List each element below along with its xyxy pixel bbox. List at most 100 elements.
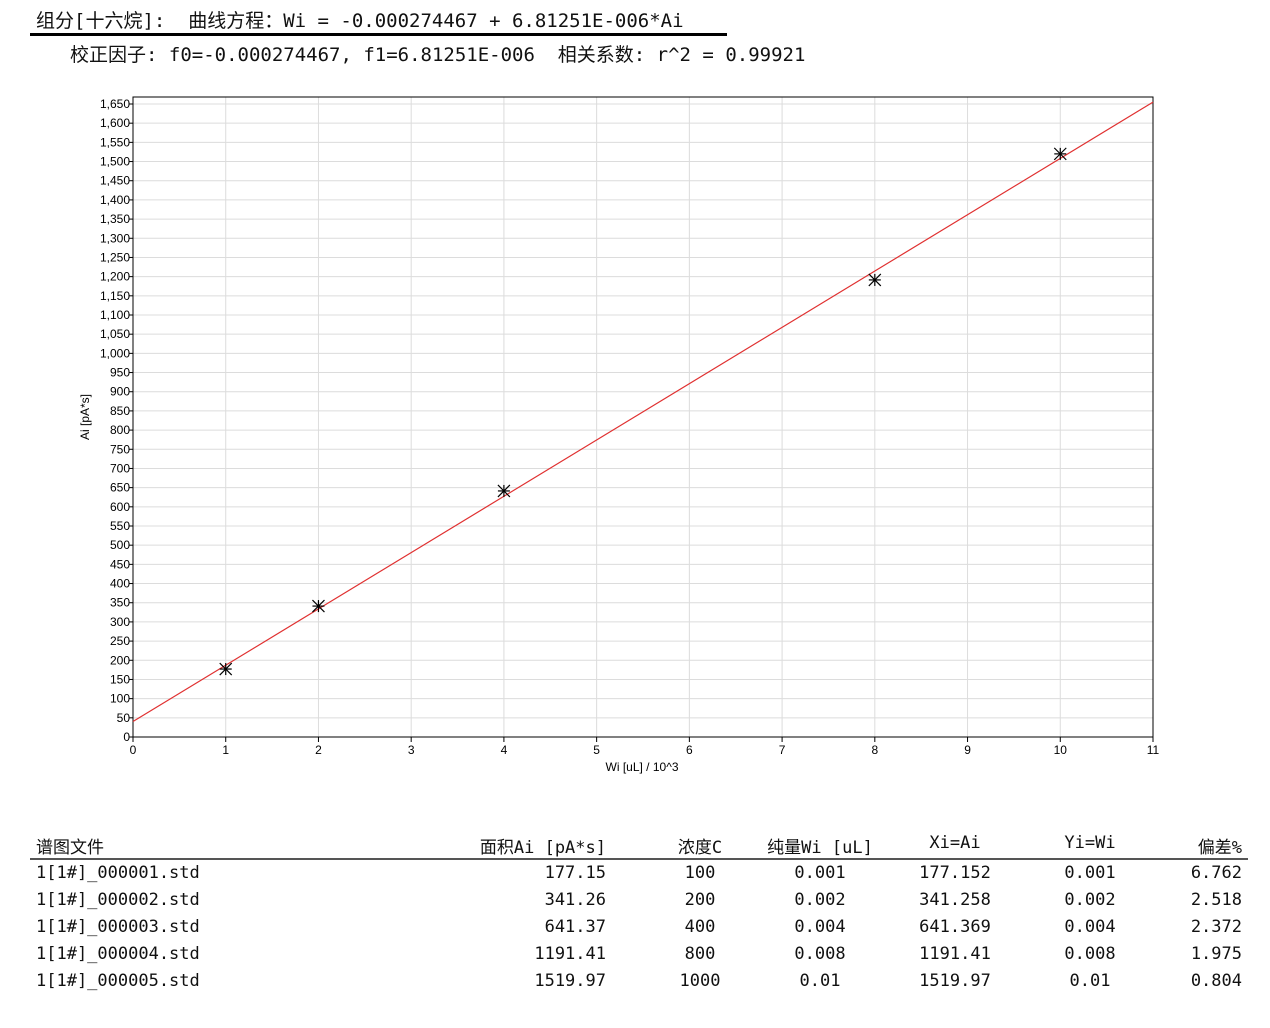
column-header: Xi=Ai [929, 833, 981, 853]
data-point-asterisk-icon [312, 599, 325, 613]
table-row: 1[1#]_000003.std 641.37 400 0.004 641.369 0.0… [30, 914, 1248, 941]
fit-line [132, 101, 1154, 723]
y-tick-label: 250 [110, 634, 130, 648]
table-cell: 800 [684, 944, 716, 964]
x-tick-label: 2 [315, 743, 322, 757]
y-tick-label: 1,150 [100, 289, 130, 303]
y-tick-label: 1,300 [100, 231, 130, 245]
y-tick-label: 1,350 [100, 212, 130, 226]
table-cell: 1519.97 [919, 971, 991, 991]
axes: 0 1 2 3 4 5 6 7 8 9 10 11 0 50 100 150 200 250 300 350 400 45… [100, 96, 1160, 757]
table-cell: 1[1#]_000005.std [36, 971, 200, 991]
y-tick-label: 1,650 [100, 97, 130, 111]
table-cell: 1191.41 [534, 944, 606, 964]
y-tick-label: 750 [110, 442, 130, 456]
table-cell: 1[1#]_000001.std [36, 863, 200, 883]
fit-line-group [132, 101, 1154, 723]
table-cell: 400 [684, 917, 716, 937]
x-tick-label: 10 [1054, 743, 1068, 757]
y-tick-label: 50 [117, 711, 131, 725]
x-tick-label: 6 [686, 743, 693, 757]
y-tick-label: 900 [110, 385, 130, 399]
curve-equation: 组分[十六烷]: 曲线方程：Wi = -0.000274467 + 6.8125… [36, 10, 684, 32]
column-header: 偏差% [1197, 838, 1242, 858]
x-tick-label: 8 [871, 743, 878, 757]
table-cell: 0.001 [1064, 863, 1116, 883]
table-cell: 1[1#]_000004.std [36, 944, 200, 964]
column-header: 谱图文件 [36, 838, 104, 858]
header-divider [30, 33, 727, 36]
table-cell: 2.372 [1190, 917, 1242, 937]
table-cell: 1000 [679, 971, 721, 991]
y-tick-label: 1,600 [100, 116, 130, 130]
y-tick-label: 600 [110, 500, 130, 514]
table-cell: 0.01 [1069, 971, 1111, 991]
table-cell: 341.258 [919, 890, 991, 910]
table-cell: 641.369 [919, 917, 991, 937]
y-tick-label: 1,000 [100, 346, 130, 360]
table-cell: 100 [684, 863, 716, 883]
y-tick-label: 950 [110, 366, 130, 380]
y-tick-label: 200 [110, 653, 130, 667]
table-cell: 177.152 [919, 863, 991, 883]
x-tick-label: 3 [408, 743, 415, 757]
table-cell: 0.008 [794, 944, 846, 964]
calibration-table: 谱图文件 面积Ai [pA*s] 浓度C 纯量Wi [uL] Xi=Ai Yi=Wi 偏差%… [30, 830, 1248, 995]
table-row: 1[1#]_000004.std 1191.41 800 0.008 1191.41 0.… [30, 941, 1248, 968]
calibration-chart: 0 1 2 3 4 5 6 7 8 9 10 11 0 50 100 150 200 250 300 350 400 45… [78, 96, 1160, 774]
y-tick-label: 450 [110, 557, 130, 571]
y-tick-label: 1,500 [100, 155, 130, 169]
x-tick-label: 4 [501, 743, 508, 757]
y-tick-label: 100 [110, 692, 130, 706]
table-cell: 1[1#]_000002.std [36, 890, 200, 910]
x-tick-label: 7 [779, 743, 786, 757]
x-tick-label: 1 [222, 743, 229, 757]
data-point-asterisk-icon [219, 662, 233, 676]
y-axis-label: Ai [pA*s] [78, 394, 92, 440]
y-tick-label: 1,100 [100, 308, 130, 322]
y-tick-label: 1,550 [100, 135, 130, 149]
y-tick-label: 300 [110, 615, 130, 629]
x-axis-label: Wi [uL] / 10^3 [606, 760, 679, 774]
y-tick-label: 1,250 [100, 250, 130, 264]
table-row: 1[1#]_000001.std 177.15 100 0.001 177.152 0.0… [30, 860, 1248, 887]
table-cell: 1191.41 [919, 944, 991, 964]
table-cell: 1[1#]_000003.std [36, 917, 200, 937]
table-cell: 641.37 [544, 917, 606, 937]
y-tick-label: 1,050 [100, 327, 130, 341]
grid [132, 97, 1154, 738]
y-tick-label: 1,400 [100, 193, 130, 207]
y-tick-label: 0 [123, 730, 130, 744]
table-cell: 1.975 [1190, 944, 1242, 964]
data-point-asterisk-icon [1053, 147, 1067, 161]
table-cell: 0.008 [1064, 944, 1116, 964]
y-tick-label: 800 [110, 423, 130, 437]
table-cell: 177.15 [544, 863, 606, 883]
x-tick-label: 0 [130, 743, 137, 757]
column-header: 纯量Wi [uL] [767, 838, 873, 858]
y-tick-label: 1,200 [100, 270, 130, 284]
y-tick-label: 150 [110, 672, 130, 686]
data-point-asterisk-icon [497, 484, 511, 498]
table-cell: 0.002 [1064, 890, 1116, 910]
table-cell: 0.804 [1190, 971, 1242, 991]
table-cell: 2.518 [1190, 890, 1242, 910]
table-row: 1[1#]_000005.std 1519.97 1000 0.01 1519.97 0.… [30, 968, 1248, 995]
y-tick-label: 850 [110, 404, 130, 418]
table-cell: 0.01 [799, 971, 841, 991]
table-row: 1[1#]_000002.std 341.26 200 0.002 341.258 0.0… [30, 887, 1248, 914]
table-cell: 341.26 [544, 890, 606, 910]
data-points [219, 147, 1067, 676]
y-tick-label: 700 [110, 461, 130, 475]
y-tick-label: 550 [110, 519, 130, 533]
column-header: Yi=Wi [1064, 833, 1116, 853]
y-tick-label: 400 [110, 577, 130, 591]
x-tick-label: 5 [593, 743, 600, 757]
y-tick-label: 500 [110, 538, 130, 552]
table-cell: 0.001 [794, 863, 846, 883]
y-tick-label: 350 [110, 596, 130, 610]
y-tick-label: 650 [110, 481, 130, 495]
data-point-asterisk-icon [868, 273, 882, 287]
plot-frame [132, 96, 1154, 738]
table-cell: 1519.97 [534, 971, 606, 991]
